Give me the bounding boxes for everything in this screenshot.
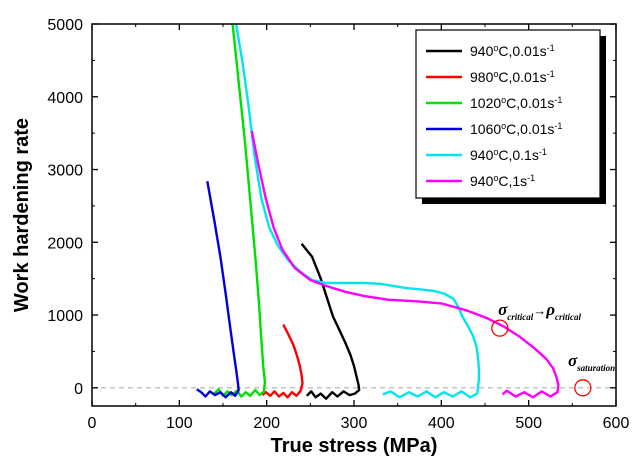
legend-label-2: 980oC,0.01s-1 xyxy=(470,69,555,85)
x-tick-label: 400 xyxy=(428,415,455,432)
y-axis-title: Work hardening rate xyxy=(11,118,33,312)
legend-label-4: 1060oC,0.01s-1 xyxy=(470,121,562,137)
annotation-label-saturation: σsaturation xyxy=(568,351,615,373)
y-tick-label: 1000 xyxy=(47,308,83,325)
y-tick-label: 5000 xyxy=(47,17,83,34)
x-tick-label: 100 xyxy=(166,415,193,432)
series-line-2 xyxy=(261,323,304,399)
x-tick-label: 600 xyxy=(603,415,630,432)
annotation-label-critical: σcritical→ρcritical xyxy=(498,300,581,322)
legend-label-1: 940oC,0.01s-1 xyxy=(470,43,555,59)
legend-label-3: 1020oC,0.01s-1 xyxy=(470,95,562,111)
axis-ticks xyxy=(91,23,617,406)
axis-tick-labels: 0 100 200 300 400 500 600 0 1000 2000 3000 4000 5000 xyxy=(47,17,629,432)
legend-label-6: 940oC,1s-1 xyxy=(470,173,535,189)
y-tick-label: 2000 xyxy=(47,235,83,252)
y-tick-label: 0 xyxy=(74,381,83,398)
annotations-group: σcritical→ρcritical σsaturation xyxy=(491,300,615,397)
series-line-6 xyxy=(250,130,560,399)
annotation-circle-critical xyxy=(491,319,509,337)
x-tick-label: 200 xyxy=(253,415,280,432)
x-axis-title: True stress (MPa) xyxy=(271,435,438,457)
legend-label-5: 940oC,0.1s-1 xyxy=(470,147,547,163)
series-line-4 xyxy=(196,180,240,399)
series-line-3 xyxy=(213,23,267,398)
legend-box xyxy=(415,29,601,199)
legend: 940oC,0.01s-1 980oC,0.01s-1 1020oC,0.01s-1… xyxy=(415,29,606,204)
annotation-circle-saturation xyxy=(574,379,592,397)
x-tick-label: 500 xyxy=(515,415,542,432)
x-tick-label: 300 xyxy=(341,415,368,432)
series-line-1 xyxy=(300,242,361,400)
series-group xyxy=(196,23,560,400)
x-tick-label: 0 xyxy=(88,415,97,432)
y-tick-label: 3000 xyxy=(47,163,83,180)
y-tick-label: 4000 xyxy=(47,90,83,107)
